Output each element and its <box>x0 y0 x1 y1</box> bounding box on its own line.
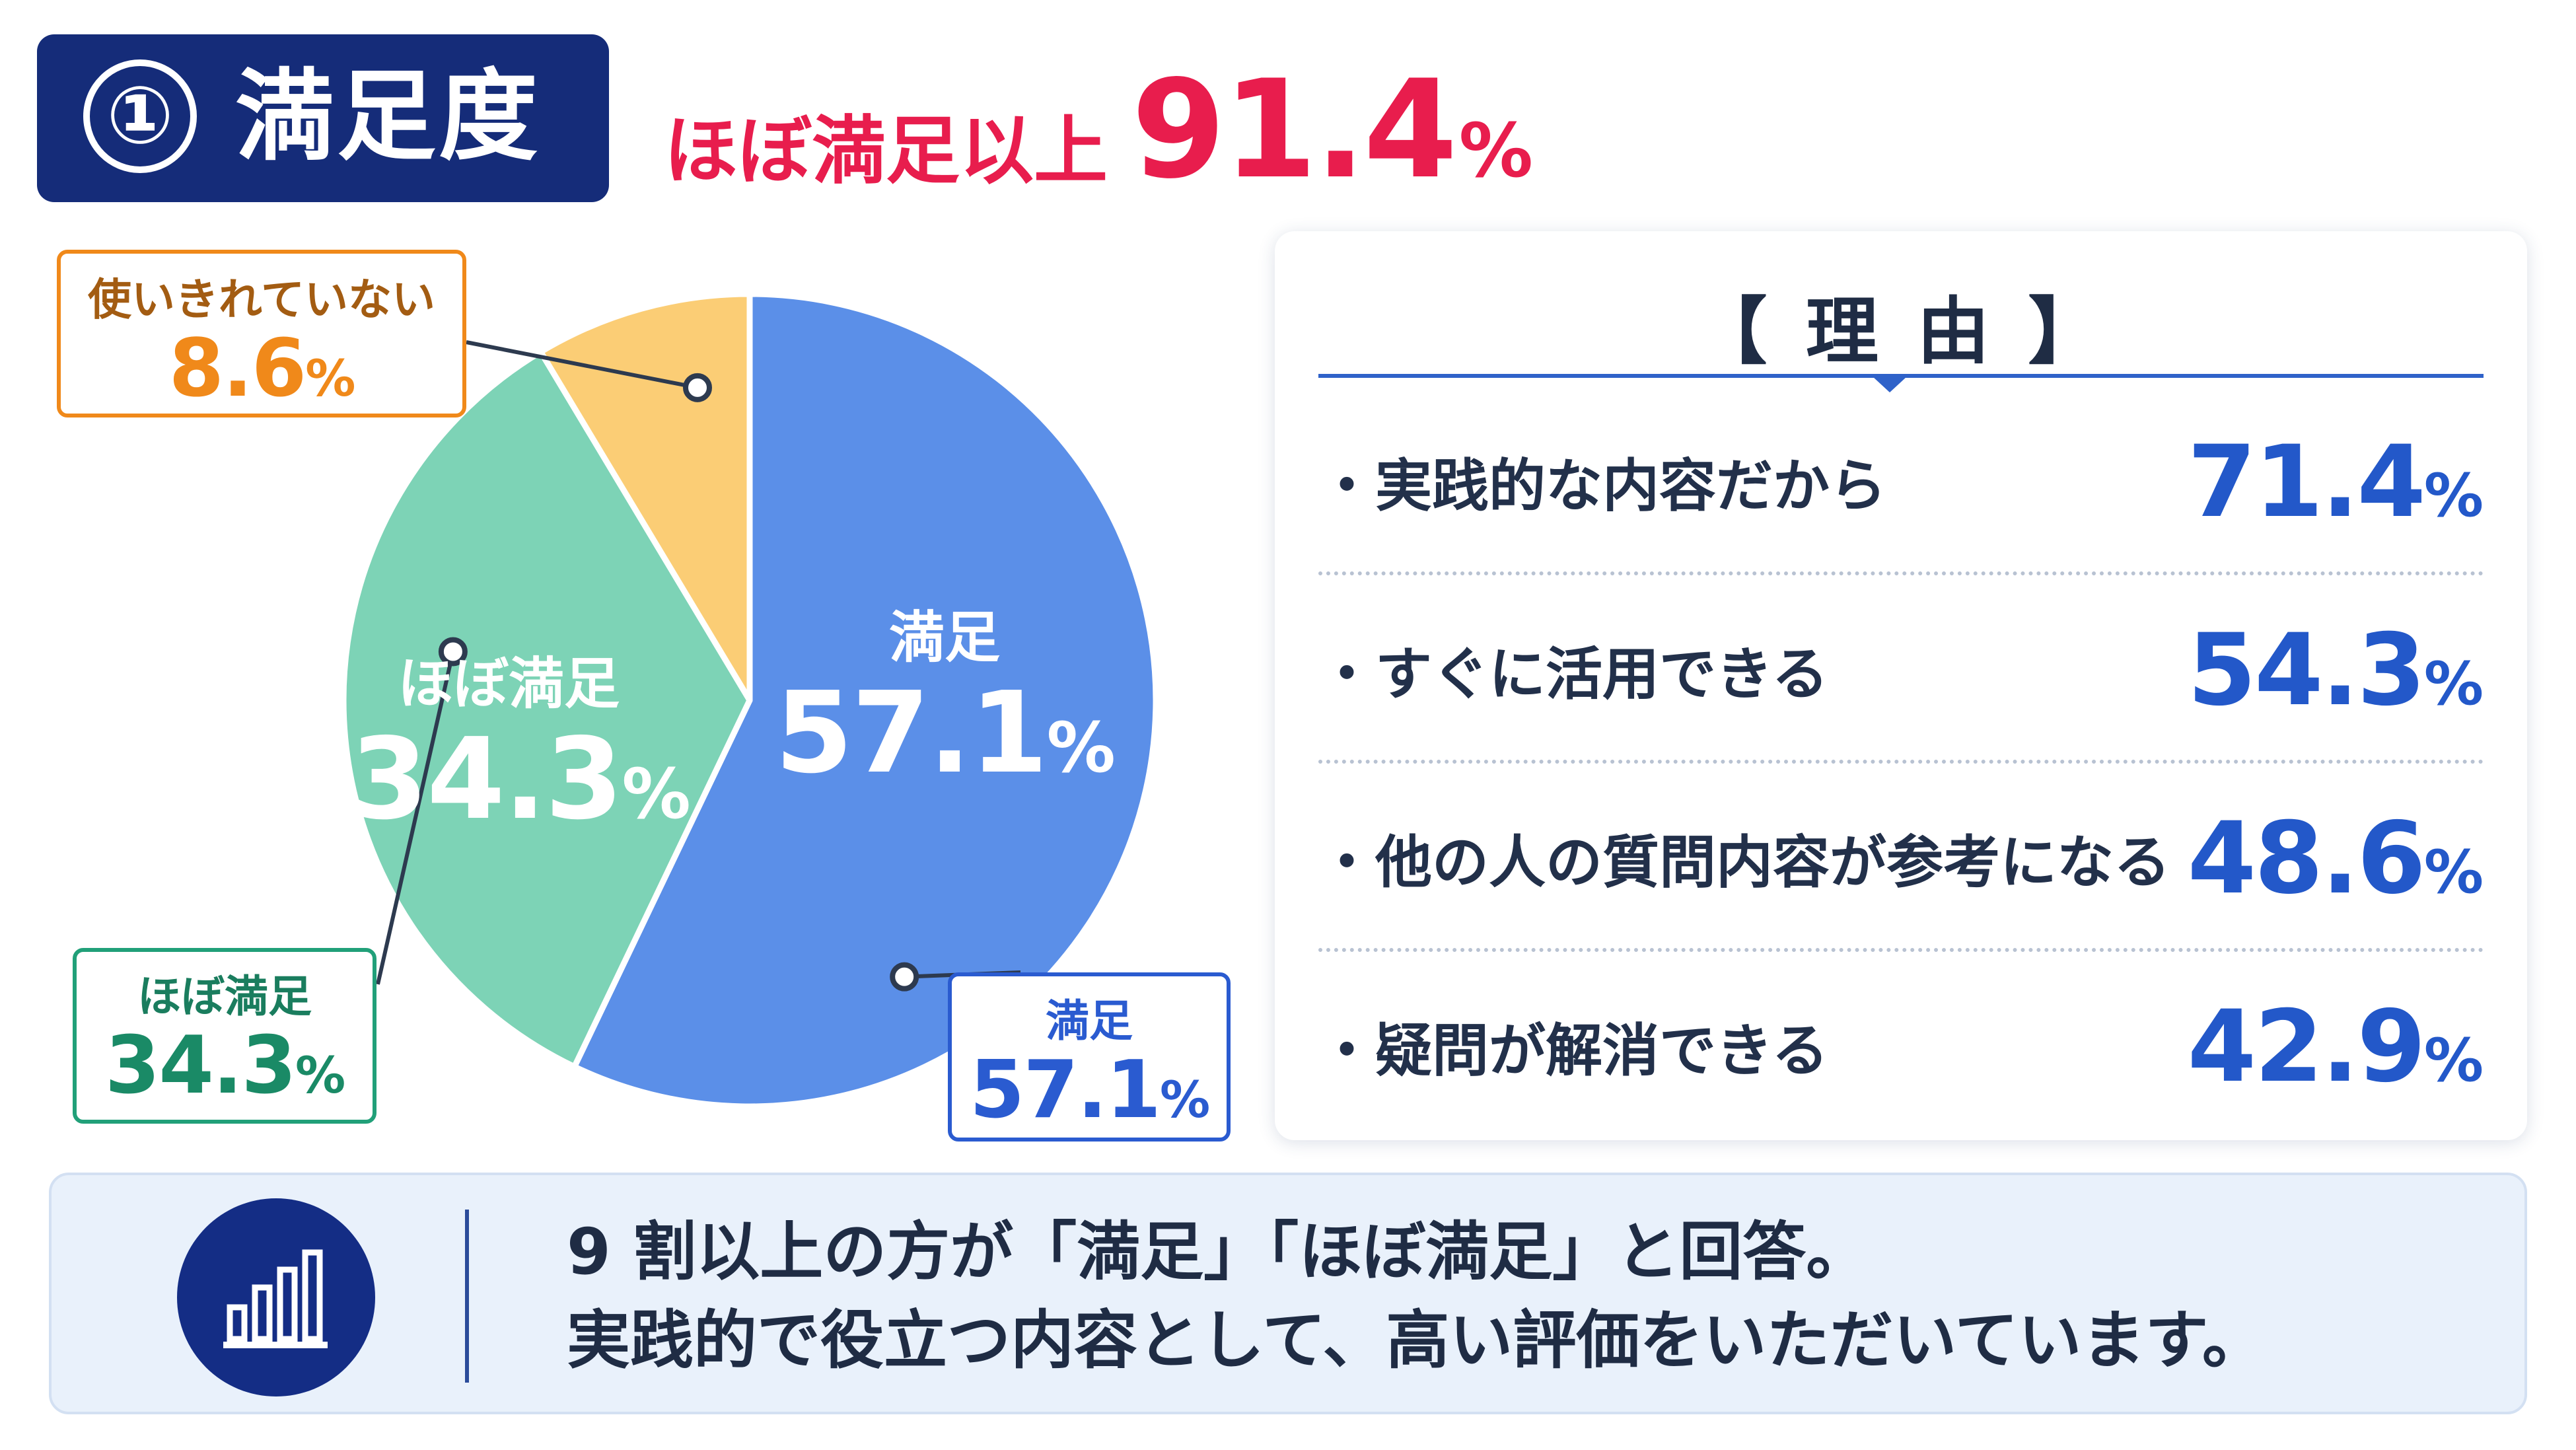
summary-line-2: 実践的で役立つ内容として、高い評価をいただいています。 <box>567 1303 2266 1377</box>
callout-category: ほぼ満足 <box>137 971 312 1022</box>
reason-label: ・すぐに活用できる <box>1318 641 1829 707</box>
reasons-title-underline <box>1318 374 2484 378</box>
callout-hobo-manzoku: ほぼ満足 34.3% <box>73 948 376 1124</box>
callout-value: 34.3% <box>104 1020 345 1112</box>
summary-box: 9 割以上の方が「満足」「ほぼ満足」と回答。 実践的で役立つ内容として、高い評価… <box>49 1173 2527 1414</box>
pie-slice-hobo-manzoku <box>340 349 753 1070</box>
callout-category: 使いきれていない <box>87 274 436 325</box>
slice-label-hobo-manzoku: ほぼ満足 34.3% <box>350 651 691 857</box>
reason-value: 48.6% <box>2187 801 2484 916</box>
slice-category: ほぼ満足 <box>397 651 620 716</box>
reason-label: ・他の人の質問内容が参考になる <box>1318 830 2170 896</box>
reason-row: ・すぐに活用できる 54.3% <box>1318 575 2484 764</box>
callout-dot <box>682 373 712 402</box>
headline-value: 91.4 <box>1131 52 1458 209</box>
callout-tsukaikirete-inai: 使いきれていない 8.6% <box>57 250 466 417</box>
slice-label-manzoku: 満足 57.1% <box>766 604 1123 811</box>
headline: ほぼ満足以上 91.4% <box>664 52 1533 209</box>
bar-chart-icon <box>177 1198 375 1396</box>
reasons-panel: 【 理 由 】 ・実践的な内容だから 71.4% ・すぐに活用できる 54.3%… <box>1275 231 2527 1140</box>
callout-dot <box>438 637 468 667</box>
summary-divider <box>465 1210 469 1383</box>
slice-value: 34.3% <box>350 714 691 845</box>
reason-row: ・他の人の質問内容が参考になる 48.6% <box>1318 764 2484 952</box>
callout-connector <box>376 651 455 985</box>
callout-value: 57.1% <box>969 1044 1210 1136</box>
reason-value: 71.4% <box>2187 425 2484 540</box>
section-number: ① <box>83 59 197 173</box>
reason-row: ・疑問が解消できる 42.9% <box>1318 952 2484 1140</box>
reasons-title: 【 理 由 】 <box>1694 289 2108 374</box>
reasons-caret <box>1873 377 1907 392</box>
reason-value: 42.9% <box>2187 990 2484 1105</box>
pie-slice-manzoku <box>571 291 1159 1110</box>
callout-category: 満足 <box>1046 996 1133 1046</box>
callout-dot <box>890 962 919 992</box>
summary-line-1: 9 割以上の方が「満足」「ほぼ満足」と回答。 <box>567 1215 1870 1289</box>
reason-label: ・疑問が解消できる <box>1318 1018 1829 1084</box>
reason-row: ・実践的な内容だから 71.4% <box>1318 387 2484 575</box>
title-badge: ① 満足度 <box>37 34 609 202</box>
reason-value: 54.3% <box>2187 613 2484 728</box>
headline-label: ほぼ満足以上 <box>664 108 1108 194</box>
callout-connector <box>466 340 698 390</box>
slice-category: 満足 <box>888 605 1000 670</box>
pie-chart <box>340 291 1159 1110</box>
headline-unit: % <box>1458 108 1534 194</box>
callout-manzoku: 満足 57.1% <box>948 972 1231 1142</box>
callout-value: 8.6% <box>168 323 356 415</box>
section-title: 満足度 <box>235 59 541 174</box>
slice-value: 57.1% <box>775 668 1116 799</box>
reason-label: ・実践的な内容だから <box>1318 453 1886 519</box>
